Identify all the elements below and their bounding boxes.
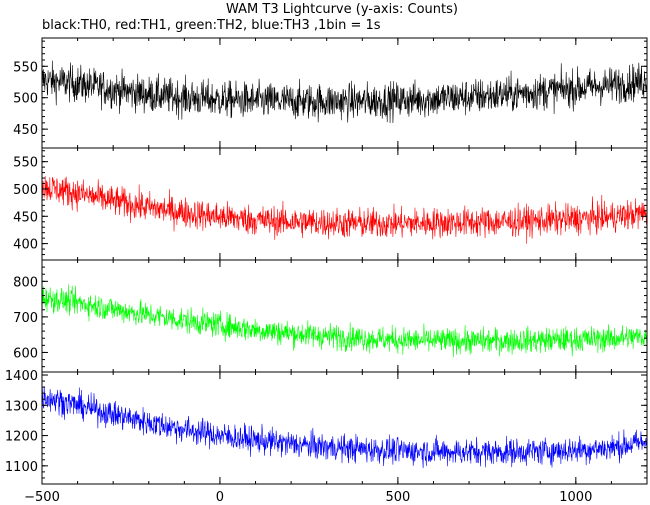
- y-tick-label: 500: [13, 183, 38, 198]
- y-tick-label: 550: [13, 156, 38, 171]
- chart-subtitle: black:TH0, red:TH1, green:TH2, blue:TH3 …: [42, 18, 381, 33]
- panel-frame: [41, 371, 648, 485]
- series-line-th2: [42, 284, 647, 358]
- panel-th3: 1100 1200 1300 1400: [5, 369, 648, 485]
- y-tick-label: 1400: [5, 369, 38, 384]
- y-tick-label: 400: [13, 238, 38, 253]
- x-tick-label: −500: [24, 490, 60, 505]
- y-tick-label: 1200: [5, 430, 38, 445]
- panel-frame: [41, 259, 648, 373]
- panel-th1: 400 450 500 550: [13, 147, 648, 261]
- y-tick-label: 1100: [5, 460, 38, 475]
- y-tick-label: 450: [13, 123, 38, 138]
- x-tick-label: 0: [216, 490, 224, 505]
- y-tick-label: 450: [13, 210, 38, 225]
- x-axis-labels: −500 0 500 1000: [24, 490, 592, 505]
- x-tick-label: 1000: [559, 490, 592, 505]
- chart-title: WAM T3 Lightcurve (y-axis: Counts): [226, 2, 458, 17]
- y-tick-label: 600: [13, 346, 38, 361]
- panel-th2: 600 700 800: [13, 259, 648, 373]
- y-tick-label: 550: [13, 60, 38, 75]
- y-tick-label: 500: [13, 92, 38, 107]
- y-tick-label: 800: [13, 275, 38, 290]
- series-line-th0: [42, 60, 647, 124]
- y-tick-label: 700: [13, 311, 38, 326]
- y-tick-label: 1300: [5, 399, 38, 414]
- panels-group: 450 500 550 400 450 500 550 600 700 800 1100 1200 13…: [5, 37, 648, 485]
- series-line-th1: [42, 176, 647, 244]
- x-tick-label: 500: [385, 490, 410, 505]
- series-line-th3: [42, 386, 647, 469]
- panel-th0: 450 500 550: [13, 37, 648, 149]
